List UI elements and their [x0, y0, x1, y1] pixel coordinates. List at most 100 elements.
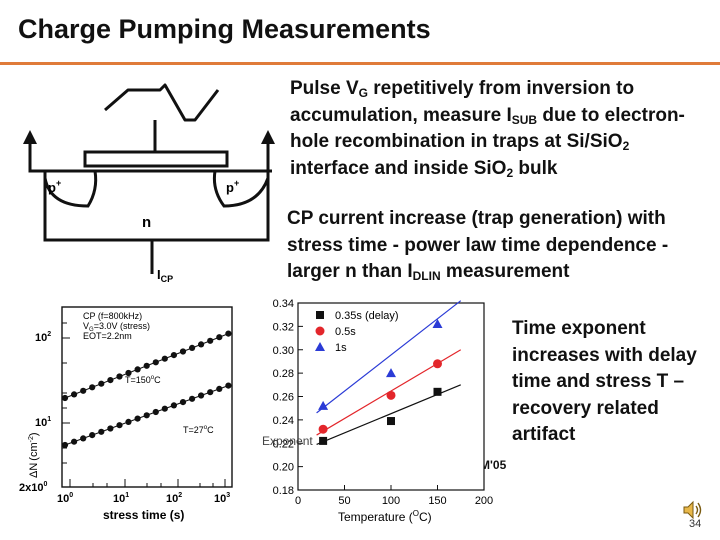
left-chart-point	[89, 432, 96, 439]
annotation-150c: T=150oC	[125, 375, 161, 385]
charge-pumping-device-diagram: p+ p+ n ICP	[23, 83, 275, 284]
bullet-text: CP current increase (trap generation) wi…	[287, 208, 669, 282]
temp-data-point	[318, 400, 329, 410]
temp-legend-label: 0.5s	[335, 326, 356, 338]
left-chart-point	[134, 415, 141, 422]
left-y-tick-2: 102	[35, 331, 51, 344]
bullet-text: repetitively from inversion to accumulat…	[290, 78, 635, 126]
left-chart-point	[71, 391, 78, 398]
temp-y-tick-label: 0.30	[273, 345, 294, 357]
left-chart-point	[161, 405, 168, 412]
left-chart-point	[80, 387, 87, 394]
left-chart-point	[179, 399, 187, 406]
temp-y-tick-label: 0.20	[273, 462, 294, 474]
drain-region-label: p+	[226, 178, 239, 195]
source-region	[43, 170, 98, 208]
left-chart-point	[89, 384, 96, 391]
temp-data-point	[386, 368, 396, 378]
left-chart-point	[179, 348, 187, 355]
temp-x-tick-label: 150	[428, 495, 446, 507]
source-contact	[28, 140, 45, 173]
left-chart-point	[143, 412, 150, 419]
left-chart-point	[134, 366, 141, 373]
bullet-subscript: DLIN	[412, 269, 441, 283]
bullet-text: bulk	[513, 157, 558, 179]
stress-time-chart: CP (f=800kHz) VG=3.0V (stress) EOT=2.2nm…	[19, 306, 233, 522]
left-chart-point	[125, 418, 132, 425]
left-x-axis-label: stress time (s)	[103, 508, 184, 522]
temp-chart-y-axis-label: Exponent	[262, 434, 313, 448]
left-chart-point	[71, 438, 78, 445]
left-chart-point	[61, 394, 69, 402]
left-y-tick-0: 2x100	[19, 481, 47, 494]
left-chart-legend-3: EOT=2.2nm	[83, 331, 132, 341]
left-chart-point	[207, 389, 214, 396]
left-chart-point	[107, 377, 114, 384]
drain-region	[212, 170, 270, 208]
temp-legend-label: 0.35s (delay)	[335, 310, 399, 322]
left-chart-point	[143, 362, 150, 369]
left-chart-legend-1: CP (f=800kHz)	[83, 311, 142, 321]
bullet-text: Time exponent increases with delay time …	[512, 318, 697, 445]
temp-x-tick-label: 200	[475, 495, 493, 507]
temp-y-tick-label: 0.26	[273, 392, 294, 404]
temp-y-tick-label: 0.18	[273, 485, 294, 497]
bullet-text: measurement	[440, 261, 570, 282]
temp-chart-points	[318, 319, 443, 445]
temp-data-point	[433, 387, 442, 396]
gate-electrode	[83, 150, 229, 168]
left-x-tick-2: 102	[166, 492, 182, 505]
left-chart-point	[207, 337, 214, 344]
temp-data-point	[387, 417, 395, 426]
temp-data-point	[319, 436, 328, 445]
left-y-tick-1: 101	[35, 416, 51, 429]
temp-data-point	[433, 359, 442, 369]
left-chart-point	[216, 334, 223, 341]
source-region-label: p+	[48, 178, 61, 195]
temp-data-point	[386, 390, 396, 400]
left-chart-point	[225, 330, 232, 337]
temp-y-tick-label: 0.32	[273, 321, 294, 333]
left-chart-point	[189, 395, 196, 402]
gate-pulse-waveform	[104, 83, 220, 122]
temp-data-point	[432, 319, 443, 329]
left-chart-point	[225, 382, 232, 389]
left-chart-point	[61, 441, 69, 449]
substrate-label: n	[142, 214, 151, 231]
left-chart-point	[125, 369, 132, 377]
temp-y-tick-label: 0.24	[273, 415, 294, 427]
temp-chart-x-axis-label: Temperature (OC)	[338, 509, 432, 524]
left-chart-legend-2: VG=3.0V (stress)	[83, 321, 150, 333]
left-chart-point	[161, 355, 168, 362]
temp-data-point	[318, 424, 328, 434]
left-chart-point	[170, 352, 177, 359]
temp-chart-legend: 0.35s (delay) 0.5s 1s	[315, 310, 399, 354]
speaker-icon[interactable]	[682, 500, 704, 520]
temp-legend-marker	[315, 326, 325, 336]
left-chart-point	[116, 373, 123, 380]
bullet-subscript: G	[358, 86, 368, 100]
temp-x-tick-label: 50	[338, 495, 350, 507]
left-x-tick-1: 101	[113, 492, 129, 505]
source-arrow-icon	[23, 130, 37, 144]
temp-x-tick-label: 100	[382, 495, 400, 507]
slide-title: Charge Pumping Measurements	[18, 14, 431, 44]
left-y-axis-label: ΔN(cm-2)	[28, 432, 40, 478]
bullet-text: due to electron-hole recombination in tr…	[290, 104, 685, 153]
left-chart-point	[107, 425, 114, 432]
bullet-3: Time exponent increases with delay time …	[512, 316, 717, 449]
left-chart-points	[61, 330, 232, 449]
left-chart-point	[80, 435, 87, 442]
temp-chart-y-axis: 0.18 0.20 0.22 0.24 0.26 0.28 0.30 0.32 0.34	[273, 298, 303, 497]
left-x-tick-3: 103	[214, 492, 230, 505]
temperature-exponent-chart: 0.18 0.20 0.22 0.24 0.26 0.28 0.30 0.32 0.34 0 50…	[262, 298, 493, 524]
left-chart-point	[98, 380, 105, 387]
title-divider	[0, 62, 720, 65]
left-x-tick-0: 100	[57, 492, 73, 505]
temp-legend-marker	[316, 311, 324, 319]
bullet-text: Pulse V	[290, 78, 359, 99]
bullet-text: interface and inside SiO	[290, 157, 507, 179]
temp-y-tick-label: 0.28	[273, 368, 294, 380]
temp-chart-x-axis: 0 50 100 150 200	[295, 485, 493, 507]
bullet-1: Pulse VG repetitively from inversion to …	[290, 76, 710, 182]
